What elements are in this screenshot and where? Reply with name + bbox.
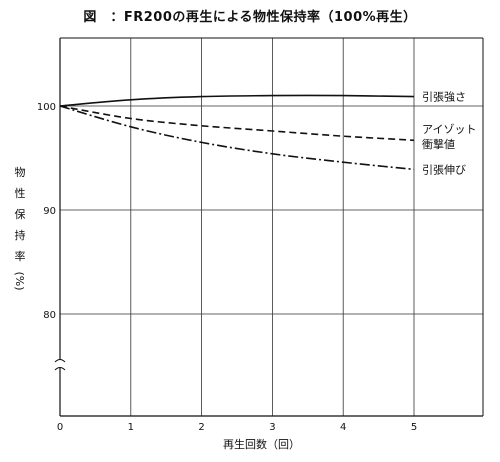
y-axis-label-char-3: 持 xyxy=(15,228,26,242)
x-tick-label-1: 1 xyxy=(128,422,134,433)
series-line-2 xyxy=(59,105,415,171)
axis-labels: 再生回数（回） 物性保持率 (%) xyxy=(13,165,300,451)
x-tick-label-4: 4 xyxy=(340,422,346,433)
series-label-1-0: アイゾット xyxy=(422,123,476,136)
y-tick-label-80: 80 xyxy=(43,310,56,321)
series-line-0 xyxy=(59,94,415,107)
series-line-1 xyxy=(59,105,415,142)
y-tick-label-90: 90 xyxy=(43,206,56,217)
y-axis-label-char-0: 物 xyxy=(15,165,26,179)
x-tick-label-0: 0 xyxy=(57,422,63,433)
plot-frame xyxy=(54,37,484,417)
y-tick-label-100: 100 xyxy=(37,102,56,113)
series-label-1-1: 衝撃値 xyxy=(422,137,455,151)
x-tick-label-3: 3 xyxy=(269,422,275,433)
series-label-2-0: 引張伸び xyxy=(422,162,466,176)
y-axis-label-char-1: 性 xyxy=(15,186,26,200)
data-series xyxy=(59,94,415,171)
axis-break-mark-top xyxy=(54,359,66,363)
x-axis-label: 再生回数（回） xyxy=(223,437,300,451)
chart-title: 図 ：FR200の再生による物性保持率（100%再生） xyxy=(83,10,417,25)
y-axis-label-char-4: 率 xyxy=(15,249,26,263)
chart-grid xyxy=(60,38,483,416)
series-label-0-0: 引張強さ xyxy=(422,90,466,104)
y-axis-label-part-5: (%) xyxy=(13,271,26,290)
tick-labels: 0 1 2 3 4 5 100 90 80 xyxy=(37,102,417,433)
x-tick-label-2: 2 xyxy=(198,422,204,433)
x-tick-label-5: 5 xyxy=(411,422,417,433)
axis-break-mark-bottom xyxy=(54,367,66,371)
y-axis-label-char-2: 保 xyxy=(15,207,26,221)
